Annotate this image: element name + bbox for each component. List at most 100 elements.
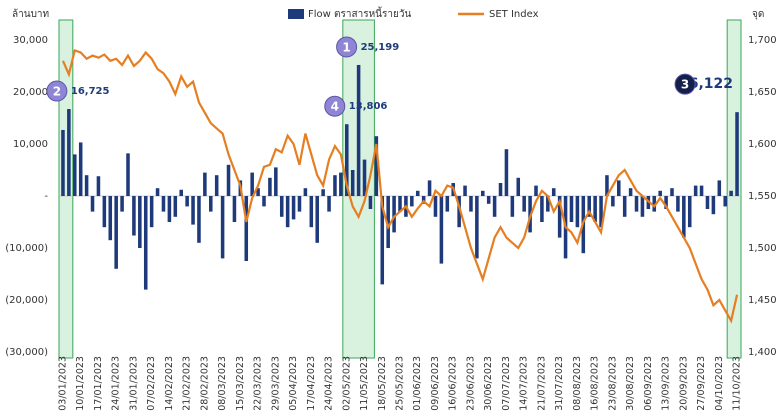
- y2-tick-label: 1,650: [748, 87, 777, 98]
- bar: [658, 190, 662, 196]
- x-tick-label: 24/01/2023: [111, 356, 122, 411]
- x-tick-label: 08/03/2023: [217, 356, 228, 411]
- bar: [705, 196, 710, 209]
- x-tick-label: 29/03/2023: [270, 356, 281, 411]
- line: [61, 48, 739, 324]
- bar: [90, 196, 95, 212]
- bar: [652, 196, 657, 212]
- bar: [540, 196, 544, 222]
- value-label: 16,725: [71, 86, 110, 97]
- bar: [350, 170, 355, 196]
- bar: [427, 180, 432, 196]
- bar: [498, 183, 503, 196]
- x-tick-label: 22/03/2023: [253, 356, 264, 411]
- bar: [617, 180, 621, 196]
- bar: [457, 196, 461, 228]
- bar: [315, 196, 319, 243]
- bar: [191, 196, 195, 225]
- y2-tick-label: 1,600: [748, 139, 777, 150]
- x-tick-label: 06/09/2023: [643, 356, 654, 411]
- bar: [693, 185, 698, 196]
- y-axis-label: ล้านบาท: [12, 8, 49, 20]
- bar: [682, 196, 686, 238]
- x-tick-label: 11/10/2023: [732, 356, 743, 411]
- bar: [291, 196, 296, 220]
- bar: [138, 196, 142, 248]
- x-tick-label: 03/01/2023: [57, 356, 68, 411]
- bar: [214, 175, 219, 196]
- bar: [356, 64, 361, 196]
- bar: [415, 190, 420, 196]
- x-tick-label: 30/08/2023: [625, 356, 636, 411]
- bar: [628, 188, 633, 196]
- y-tick-label: (20,000): [5, 295, 48, 306]
- bar: [120, 196, 124, 212]
- bar: [575, 196, 580, 228]
- x-tick-label: 13/09/2023: [661, 356, 672, 411]
- bar: [439, 196, 444, 264]
- bar: [522, 196, 526, 212]
- x-tick-label: 17/01/2023: [93, 356, 104, 411]
- bar: [569, 196, 574, 222]
- y2-axis-label: จุด: [752, 9, 764, 20]
- y-tick-label: 30,000: [13, 35, 48, 46]
- bar: [534, 185, 538, 196]
- bar: [61, 129, 65, 196]
- bar: [475, 196, 479, 259]
- bar: [634, 196, 639, 212]
- bar: [445, 196, 450, 212]
- bar: [699, 185, 704, 196]
- bar: [250, 172, 254, 196]
- bar: [167, 196, 172, 222]
- x-tick-label: 02/05/2023: [341, 356, 352, 411]
- x-tick-label: 17/04/2023: [306, 356, 317, 411]
- annotation-circle: [324, 95, 346, 117]
- bar: [197, 196, 201, 243]
- bar: [209, 196, 213, 212]
- bar: [203, 172, 207, 196]
- bar: [149, 196, 154, 228]
- bar: [108, 196, 113, 241]
- x-tick-label: 10/01/2023: [75, 356, 86, 411]
- bar: [551, 188, 556, 196]
- x-tick-label: 15/03/2023: [235, 356, 246, 411]
- bar: [486, 196, 491, 204]
- value-label: 13,806: [349, 101, 388, 112]
- bar: [735, 112, 739, 196]
- x-tick-label: 21/07/2023: [536, 356, 547, 411]
- x-tick-label: 31/01/2023: [128, 356, 139, 411]
- x-tick-label: 14/02/2023: [164, 356, 175, 411]
- bar: [161, 196, 166, 212]
- x-tick-label: 24/04/2023: [324, 356, 335, 411]
- x-tick-label: 23/08/2023: [607, 356, 618, 411]
- bar: [132, 196, 136, 236]
- value-label: 25,199: [361, 42, 400, 53]
- highlight-box: [726, 19, 742, 359]
- bar: [321, 189, 325, 196]
- bar: [622, 196, 627, 217]
- y-tick-label: 10,000: [13, 139, 48, 150]
- x-tick-label: 14/07/2023: [519, 356, 530, 411]
- bar: [380, 196, 385, 285]
- x-tick-label: 05/04/2023: [288, 356, 299, 411]
- x-tick-label: 27/09/2023: [696, 356, 707, 411]
- bar: [143, 196, 148, 290]
- bar: [73, 154, 77, 196]
- x-tick-label: 18/05/2023: [377, 356, 388, 411]
- bar: [670, 188, 674, 196]
- bar: [664, 196, 668, 209]
- bar: [285, 196, 290, 228]
- bar: [510, 196, 515, 217]
- bar: [410, 196, 414, 207]
- x-tick-label: 01/06/2023: [412, 356, 423, 411]
- bar: [256, 188, 260, 196]
- x-tick-label: 09/06/2023: [430, 356, 441, 411]
- y2-tick-label: 1,400: [748, 347, 777, 358]
- bar: [155, 188, 160, 196]
- x-tick-label: 20/09/2023: [678, 356, 689, 411]
- bar: [546, 196, 550, 212]
- highlight-box: [58, 19, 74, 359]
- legend-label: Flow ตราสารหนี้รายวัน: [308, 6, 411, 20]
